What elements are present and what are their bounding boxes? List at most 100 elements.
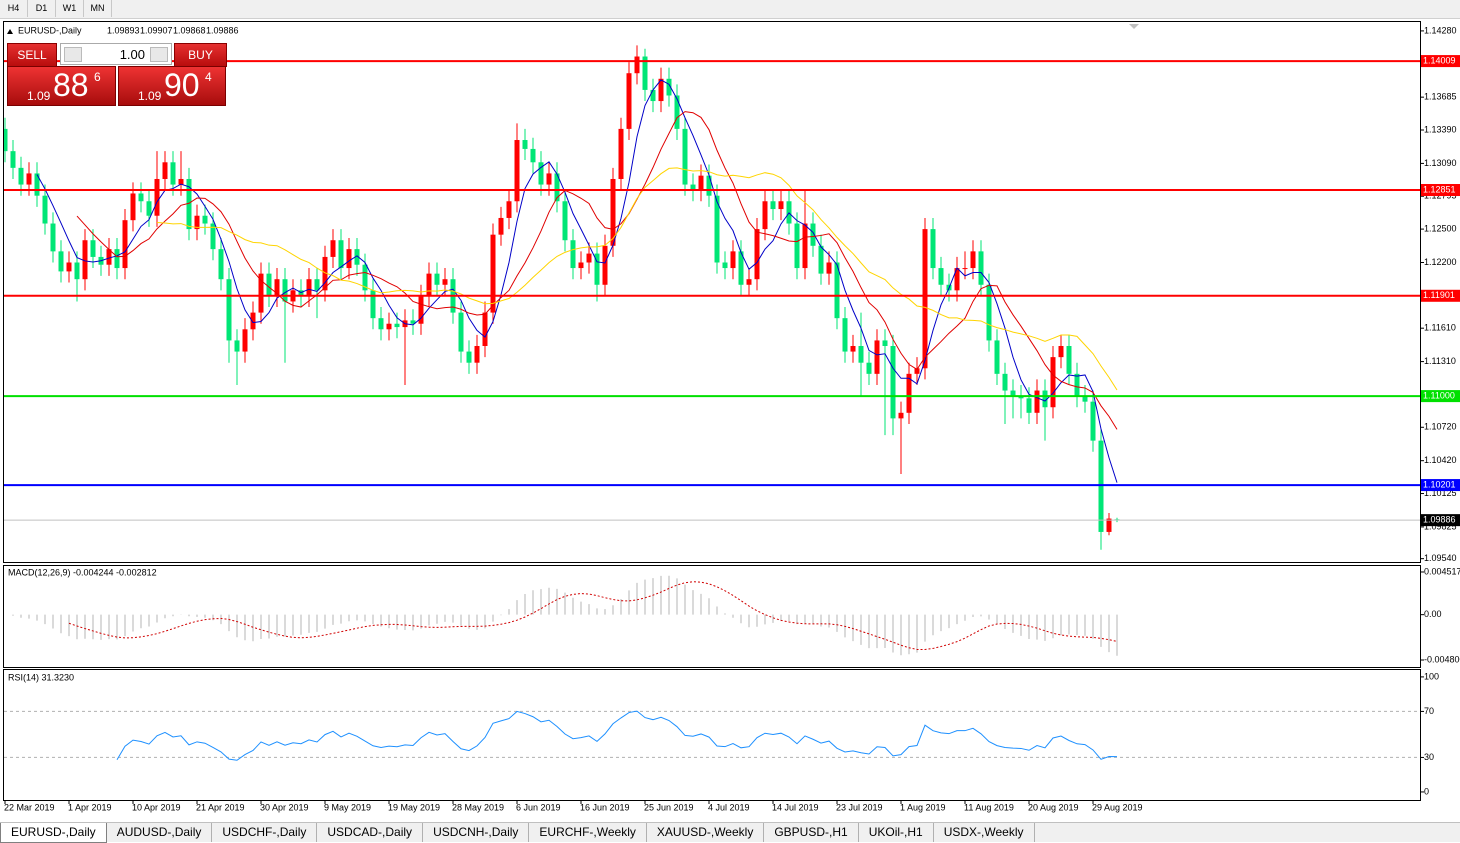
chart-tab[interactable]: USDCHF-,Daily (212, 823, 318, 842)
y-tick-label: 0.004517 (1424, 566, 1460, 576)
chart-tab[interactable]: USDCAD-,Daily (317, 823, 424, 842)
candle-body (1026, 398, 1032, 413)
candle-body (570, 240, 576, 269)
one-click-trading: SELL 1.00 BUY 1.09 88 6 1.09 90 4 (7, 42, 227, 107)
x-tick-label: 6 Jun 2019 (516, 802, 561, 812)
y-tick-label: 0 (1424, 786, 1429, 796)
chart-tab[interactable]: AUDUSD-,Daily (107, 823, 213, 842)
x-tick-label: 30 Apr 2019 (260, 802, 309, 812)
candle-body (1082, 396, 1088, 402)
y-tick-label: 1.10420 (1424, 455, 1457, 465)
chart-tab[interactable]: XAUUSD-,Weekly (647, 823, 765, 842)
candle-body (282, 279, 288, 302)
candle-body (970, 251, 976, 269)
candle-body (698, 175, 704, 191)
candle-body (474, 346, 480, 363)
collapse-icon (7, 29, 13, 34)
moving-average (36, 79, 1118, 483)
candle-body (586, 253, 592, 263)
candle-body (618, 128, 624, 179)
x-tick-label: 25 Jun 2019 (644, 802, 694, 812)
candle-body (1066, 346, 1072, 374)
candle-body (34, 173, 40, 196)
candle-body (146, 201, 152, 216)
lot-down[interactable] (64, 47, 82, 62)
candle-body (242, 329, 248, 352)
candle-body (730, 251, 736, 269)
candle-body (442, 279, 448, 285)
buy-button[interactable]: BUY (174, 43, 227, 67)
candle-body (58, 251, 64, 272)
candle-body (594, 253, 600, 285)
x-tick-label: 21 Apr 2019 (196, 802, 245, 812)
chart-tab[interactable]: EURCHF-,Weekly (529, 823, 647, 842)
rsi-panel (3, 669, 1421, 801)
y-tick-label: 1.13090 (1424, 158, 1457, 168)
plot-area (4, 45, 1120, 550)
chart-tab[interactable]: USDX-,Weekly (934, 823, 1035, 842)
price-prefix: 1.09 (27, 89, 51, 103)
candle-body (666, 78, 672, 96)
candle-body (554, 173, 560, 202)
candle-body (274, 279, 280, 296)
candle-body (330, 240, 336, 257)
timeframe-button[interactable]: H4 (0, 0, 28, 17)
chart-tab[interactable]: USDCNH-,Daily (423, 823, 530, 842)
sell-price[interactable]: 1.09 88 6 (7, 66, 116, 106)
candle-body (954, 268, 960, 291)
y-tick-label: 1.10125 (1424, 488, 1457, 498)
candle-body (914, 368, 920, 374)
candle-body (898, 412, 904, 419)
candle-body (234, 340, 240, 352)
candle-body (874, 340, 880, 374)
candle-body (506, 201, 512, 218)
x-tick-label: 23 Jul 2019 (836, 802, 883, 812)
x-tick-label: 16 Jun 2019 (580, 802, 630, 812)
current-price-bg (1421, 514, 1460, 527)
sell-button[interactable]: SELL (7, 43, 57, 67)
candle-body (714, 195, 720, 263)
candle-body (306, 279, 312, 296)
macd-title: MACD(12,26,9) -0.004244 -0.002812 (8, 567, 157, 577)
y-tick-label: 1.13685 (1424, 92, 1457, 102)
timeframe-button[interactable]: MN (84, 0, 112, 17)
candle-body (298, 290, 304, 296)
level-label-bg (1421, 184, 1460, 197)
candle-body (530, 148, 536, 163)
candle-body (626, 73, 632, 129)
plot-area (4, 710, 1420, 761)
candle-body (170, 162, 176, 185)
candle-body (538, 162, 544, 185)
chart-tab[interactable]: UKOil-,H1 (859, 823, 934, 842)
x-tick-label: 4 Jul 2019 (708, 802, 750, 812)
candle-body (82, 240, 88, 280)
candle-body (514, 140, 520, 202)
timeframe-button[interactable]: W1 (56, 0, 84, 17)
candle-body (722, 262, 728, 269)
candle-body (1074, 373, 1080, 397)
candle-body (658, 78, 664, 102)
chart-tab[interactable]: GBPUSD-,H1 (764, 823, 859, 842)
candle-body (1042, 390, 1048, 408)
buy-price[interactable]: 1.09 90 4 (118, 66, 226, 106)
lot-input[interactable]: 1.00 (60, 43, 172, 65)
candle-body (978, 251, 984, 285)
candle-body (770, 201, 776, 210)
candle-body (218, 249, 224, 280)
candle-body (906, 373, 912, 413)
candle-body (1090, 401, 1096, 441)
candle-body (4, 128, 8, 152)
candle-body (842, 318, 848, 352)
candle-body (266, 273, 272, 296)
level-label: 1.12851 (1423, 184, 1456, 194)
y-tick-label: 100 (1424, 671, 1439, 681)
candle-body (122, 220, 128, 269)
timeframe-button[interactable]: D1 (28, 0, 56, 17)
lot-up[interactable] (150, 47, 168, 62)
candle-body (930, 229, 936, 269)
candle-body (778, 201, 784, 210)
chart-tab[interactable]: EURUSD-,Daily (0, 823, 107, 843)
candle-body (962, 268, 968, 270)
moving-average (76, 111, 1118, 430)
level-label-bg (1421, 479, 1460, 492)
